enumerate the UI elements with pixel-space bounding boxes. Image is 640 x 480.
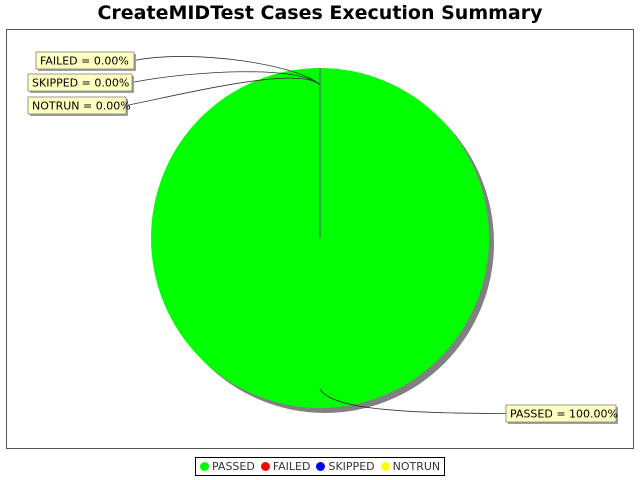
leader-line-notrun [125,77,321,106]
legend-label-notrun: NOTRUN [392,460,441,473]
slice-label-failed: FAILED = 0.00% [35,51,136,71]
slice-label-box-passed [505,404,617,423]
legend-item-failed: FAILED [260,460,311,473]
legend: PASSED FAILED SKIPPED NOTRUN [195,457,446,476]
legend-label-passed: PASSED [212,460,255,473]
slice-label-box-notrun [27,96,127,115]
slice-label-box-skipped [27,73,133,92]
slice-label-notrun: NOTRUN = 0.00% [27,96,131,116]
legend-item-passed: PASSED [200,460,255,473]
leader-line-failed [133,56,321,86]
slice-label-text-notrun: NOTRUN = 0.00% [32,100,131,113]
legend-label-failed: FAILED [272,460,311,473]
legend-swatch-skipped [316,462,326,471]
slice-label-passed: PASSED = 100.00% [505,404,618,424]
slice-label-text-passed: PASSED = 100.00% [510,408,618,421]
legend-item-notrun: NOTRUN [380,460,441,473]
slice-label-text-skipped: SKIPPED = 0.00% [32,77,129,90]
slice-label-box-failed [35,51,135,70]
leader-line-skipped [131,71,321,86]
leader-line-passed [319,388,507,414]
legend-swatch-passed [200,462,209,471]
slice-label-text-failed: FAILED = 0.00% [40,55,129,68]
chart-title: CreateMIDTest Cases Execution Summary [97,2,543,24]
legend-label-skipped: SKIPPED [328,460,375,473]
legend-swatch-failed [260,462,270,471]
legend-swatch-notrun [380,462,390,471]
slice-label-skipped: SKIPPED = 0.00% [27,73,134,93]
legend-item-skipped: SKIPPED [316,460,375,473]
